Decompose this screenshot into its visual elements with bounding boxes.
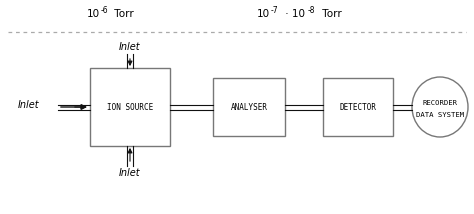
Text: · 10: · 10 [282, 9, 305, 19]
Text: Torr: Torr [111, 9, 134, 19]
Text: Torr: Torr [319, 9, 342, 19]
Bar [90, 68, 170, 146]
Text: Inlet: Inlet [119, 168, 141, 178]
Text: -8: -8 [308, 6, 316, 15]
Text: Inlet: Inlet [18, 100, 40, 110]
Text: -7: -7 [271, 6, 279, 15]
Text: 10: 10 [257, 9, 270, 19]
Text: DETECTOR: DETECTOR [339, 103, 376, 111]
Bar [323, 78, 393, 136]
Text: ION SOURCE: ION SOURCE [107, 103, 153, 111]
Text: Inlet: Inlet [119, 42, 141, 52]
Text: 10: 10 [87, 9, 100, 19]
Text: ANALYSER: ANALYSER [230, 103, 267, 111]
Bar [213, 78, 285, 136]
Text: DATA SYSTEM: DATA SYSTEM [416, 112, 464, 118]
Ellipse shape [412, 77, 468, 137]
Text: RECORDER: RECORDER [422, 100, 457, 106]
Text: -6: -6 [101, 6, 109, 15]
